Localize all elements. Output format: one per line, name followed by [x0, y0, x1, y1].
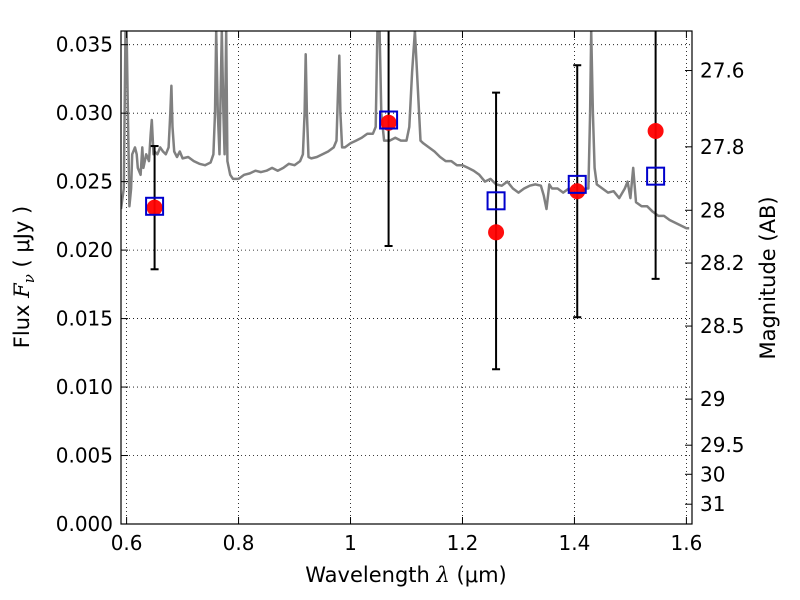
y-axis-label-text: Flux — [10, 305, 34, 349]
y-axis-label-symbol: F — [10, 282, 34, 299]
y2-tick-label: 30 — [700, 462, 725, 486]
y2-tick-label: 31 — [700, 492, 725, 516]
observed-flux-point — [569, 183, 586, 200]
model-flux-square — [567, 174, 587, 194]
y-axis-label: Flux Fν ( μJy ) — [10, 206, 38, 348]
observed-flux-point — [146, 199, 163, 216]
x-tick-label: 1.6 — [670, 531, 702, 555]
y2-tick-label: 28.5 — [700, 314, 745, 338]
y2-tick-label: 29 — [700, 387, 725, 411]
y-tick-label: 0.030 — [56, 101, 113, 125]
y-tick-label: 0.000 — [56, 512, 113, 536]
observed-flux-point — [488, 224, 505, 241]
x-tick-label: 0.8 — [223, 531, 255, 555]
x-tick-label: 1.4 — [559, 531, 591, 555]
model-flux-square — [646, 166, 666, 186]
y-tick-label: 0.035 — [56, 33, 113, 57]
y-tick-label: 0.020 — [56, 238, 113, 262]
axis-ticks: 0.6 0.8 1 1.2 1.4 1.6 0.000 0.005 0.010 0.015 0.02… — [56, 31, 745, 555]
x-tick-label: 1.2 — [447, 531, 479, 555]
model-flux-square — [486, 191, 506, 211]
model-flux-square — [145, 196, 165, 216]
y-axis-label-subscript: ν — [20, 274, 38, 283]
model-flux-square — [379, 110, 399, 130]
x-tick-label: 0.6 — [111, 531, 143, 555]
y-tick-label: 0.010 — [56, 375, 113, 399]
y2-tick-label: 28.2 — [700, 251, 745, 275]
y-axis-label-unit: ( μJy ) — [10, 206, 34, 268]
x-tick-label: 1 — [344, 531, 357, 555]
y2-tick-label: 27.8 — [700, 135, 745, 159]
y-tick-label: 0.025 — [56, 170, 113, 194]
x-axis-label-text: Wavelength — [305, 563, 430, 587]
x-axis-label-symbol: λ — [436, 563, 450, 587]
observed-flux-point — [647, 122, 664, 139]
y2-tick-label: 28 — [700, 198, 725, 222]
y2-tick-label: 29.5 — [700, 433, 745, 457]
plot-frame — [120, 30, 693, 525]
x-axis-label-unit: (μm) — [457, 563, 507, 587]
observed-flux-point — [380, 114, 397, 131]
y2-axis-label: Magnitude (AB) — [756, 196, 780, 359]
y-tick-label: 0.005 — [56, 444, 113, 468]
data-layer — [121, 31, 690, 371]
x-axis-label: Wavelength λ (μm) — [305, 563, 506, 587]
y-tick-label: 0.015 — [56, 307, 113, 331]
y2-tick-label: 27.6 — [700, 59, 745, 83]
